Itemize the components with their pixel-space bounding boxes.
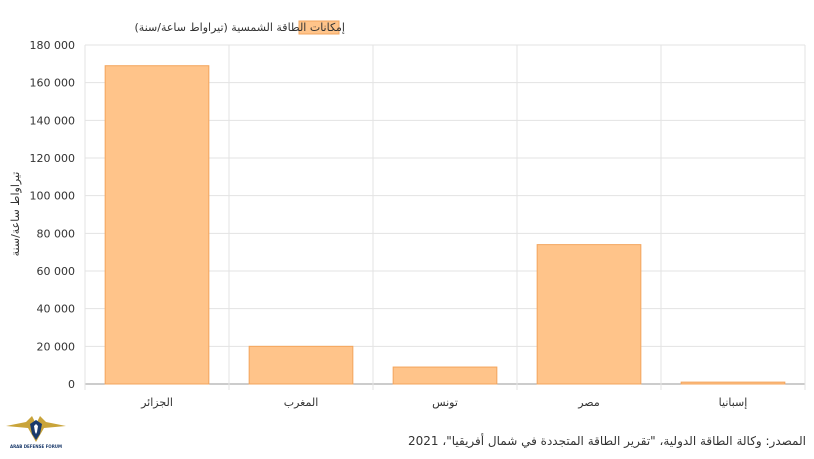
y-tick-label: 100 000 [30,190,76,203]
logo-caption: ARAB DEFENSE FORUM [9,444,63,449]
source-note: المصدر: وكالة الطاقة الدولية، "تقرير الط… [407,434,806,448]
x-category-label: مصر [577,396,600,409]
x-category-label: الجزائر [140,396,173,409]
y-tick-label: 120 000 [30,152,76,165]
bar[interactable] [392,366,498,385]
y-axis-title: تيراواط ساعة/سنة [9,172,22,257]
bar[interactable] [248,345,354,385]
y-tick-label: 40 000 [37,303,76,316]
x-category-label: إسبانيا [719,396,748,409]
eagle-shield-logo-icon [4,412,68,456]
bar[interactable] [536,244,642,385]
x-category-label: المغرب [284,396,319,409]
bar[interactable] [104,65,210,385]
x-category-label: تونس [432,396,458,409]
y-axis-ticks: 0 20 000 40 000 60 000 80 000 100 000 120 000 1… [30,39,76,391]
y-tick-label: 20 000 [37,340,76,353]
y-tick-label: 140 000 [30,114,76,127]
chart-bars [104,65,786,385]
legend-label[interactable]: إمكانات الطاقة الشمسية (تيراواط ساعة/سنة… [135,21,345,34]
y-tick-label: 60 000 [37,265,76,278]
y-tick-label: 0 [68,378,75,391]
y-tick-label: 80 000 [37,227,76,240]
y-tick-label: 180 000 [30,39,76,52]
legend-swatch[interactable] [298,20,340,35]
bar[interactable] [680,381,786,385]
y-tick-label: 160 000 [30,77,76,90]
x-axis-categories: الجزائر المغرب تونس مصر إسبانيا [140,396,747,409]
chart-legend: إمكانات الطاقة الشمسية (تيراواط ساعة/سنة… [135,20,345,35]
